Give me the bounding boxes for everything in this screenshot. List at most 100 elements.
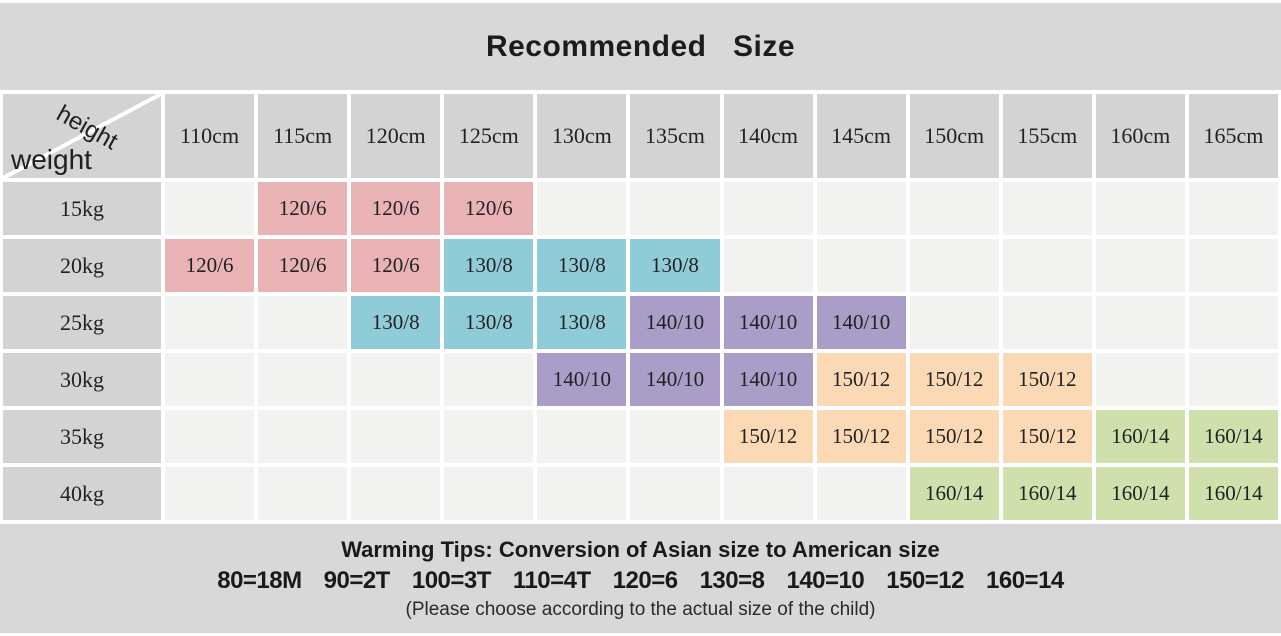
column-header: 165cm [1188,94,1278,178]
corner-cell: height weight [3,94,161,178]
size-cell: 150/12 [1002,410,1092,463]
empty-cell [1095,239,1185,292]
conversion-item: 80=18M [217,566,302,594]
size-cell: 160/14 [909,467,999,520]
empty-cell [816,182,906,235]
empty-cell [1188,182,1278,235]
size-cell: 120/6 [258,182,348,235]
row-header: 15kg [3,182,161,235]
empty-cell [537,410,627,463]
page-title: Recommended Size [485,29,796,63]
empty-cell [630,182,720,235]
empty-cell [444,467,534,520]
empty-cell [1095,296,1185,349]
empty-cell [165,182,255,235]
column-header: 160cm [1095,94,1185,178]
size-cell: 160/14 [1095,467,1185,520]
empty-cell [1002,239,1092,292]
row-header: 25kg [3,296,161,349]
empty-cell [165,410,255,463]
column-header: 110cm [165,94,255,178]
size-cell: 150/12 [909,410,999,463]
empty-cell [630,410,720,463]
empty-cell [909,296,999,349]
empty-cell [165,296,255,349]
empty-cell [258,410,348,463]
size-cell: 130/8 [444,239,534,292]
conversion-item: 160=14 [986,566,1064,594]
column-header: 120cm [351,94,441,178]
size-cell: 130/8 [537,239,627,292]
column-header: 130cm [537,94,627,178]
size-cell: 150/12 [816,353,906,406]
size-table: height weight 110cm 115cm 120cm 125cm 130cm 1… [0,94,1281,520]
weight-axis-label: weight [11,144,92,175]
empty-cell [1188,296,1278,349]
column-header: 155cm [1002,94,1092,178]
empty-cell [816,239,906,292]
empty-cell [1095,182,1185,235]
empty-cell [165,353,255,406]
empty-cell [723,182,813,235]
empty-cell [1002,296,1092,349]
conversion-item: 150=12 [886,566,965,594]
column-header: 140cm [723,94,813,178]
size-cell: 160/14 [1002,467,1092,520]
empty-cell [351,353,441,406]
size-cell: 140/10 [537,353,627,406]
empty-cell [1095,353,1185,406]
conversion-item: 140=10 [786,566,865,594]
conversion-line: 80=18M 90=2T 100=3T 110=4T 120=6 130=8 140=10 1… [217,567,1064,595]
empty-cell [723,467,813,520]
size-cell: 150/12 [1002,353,1092,406]
size-cell: 140/10 [723,296,813,349]
size-cell: 150/12 [909,353,999,406]
empty-cell [909,182,999,235]
empty-cell [444,353,534,406]
row-header: 20kg [3,239,161,292]
conversion-item: 130=8 [699,566,765,594]
column-header: 145cm [816,94,906,178]
size-cell: 140/10 [723,353,813,406]
column-header: 150cm [909,94,999,178]
size-cell: 140/10 [630,296,720,349]
conversion-item: 100=3T [411,566,492,594]
column-header: 115cm [258,94,348,178]
size-cell: 120/6 [351,239,441,292]
empty-cell [258,467,348,520]
row-header: 40kg [3,467,161,520]
empty-cell [1188,239,1278,292]
footer-note: (Please choose according to the actual s… [405,598,876,620]
empty-cell [444,410,534,463]
empty-cell [630,467,720,520]
size-cell: 160/14 [1188,410,1278,463]
empty-cell [537,467,627,520]
size-cell: 130/8 [444,296,534,349]
row-header: 30kg [3,353,161,406]
empty-cell [816,467,906,520]
empty-cell [909,239,999,292]
size-cell: 140/10 [816,296,906,349]
column-header: 135cm [630,94,720,178]
column-header: 125cm [444,94,534,178]
size-cell: 120/6 [258,239,348,292]
size-cell: 160/14 [1188,467,1278,520]
size-cell: 120/6 [165,239,255,292]
empty-cell [258,353,348,406]
size-cell: 150/12 [723,410,813,463]
size-cell: 130/8 [351,296,441,349]
size-cell: 150/12 [816,410,906,463]
title-band: Recommended Size [0,3,1281,90]
empty-cell [258,296,348,349]
empty-cell [1188,353,1278,406]
warming-tips-title: Warming Tips: Conversion of Asian size t… [341,536,940,562]
empty-cell [723,239,813,292]
size-chart-page: Recommended Size height weight 110cm 115c… [0,3,1281,636]
row-header: 35kg [3,410,161,463]
conversion-item: 110=4T [512,566,591,594]
empty-cell [351,467,441,520]
conversion-item: 120=6 [612,566,678,594]
empty-cell [1002,182,1092,235]
size-cell: 120/6 [351,182,441,235]
size-cell: 120/6 [444,182,534,235]
